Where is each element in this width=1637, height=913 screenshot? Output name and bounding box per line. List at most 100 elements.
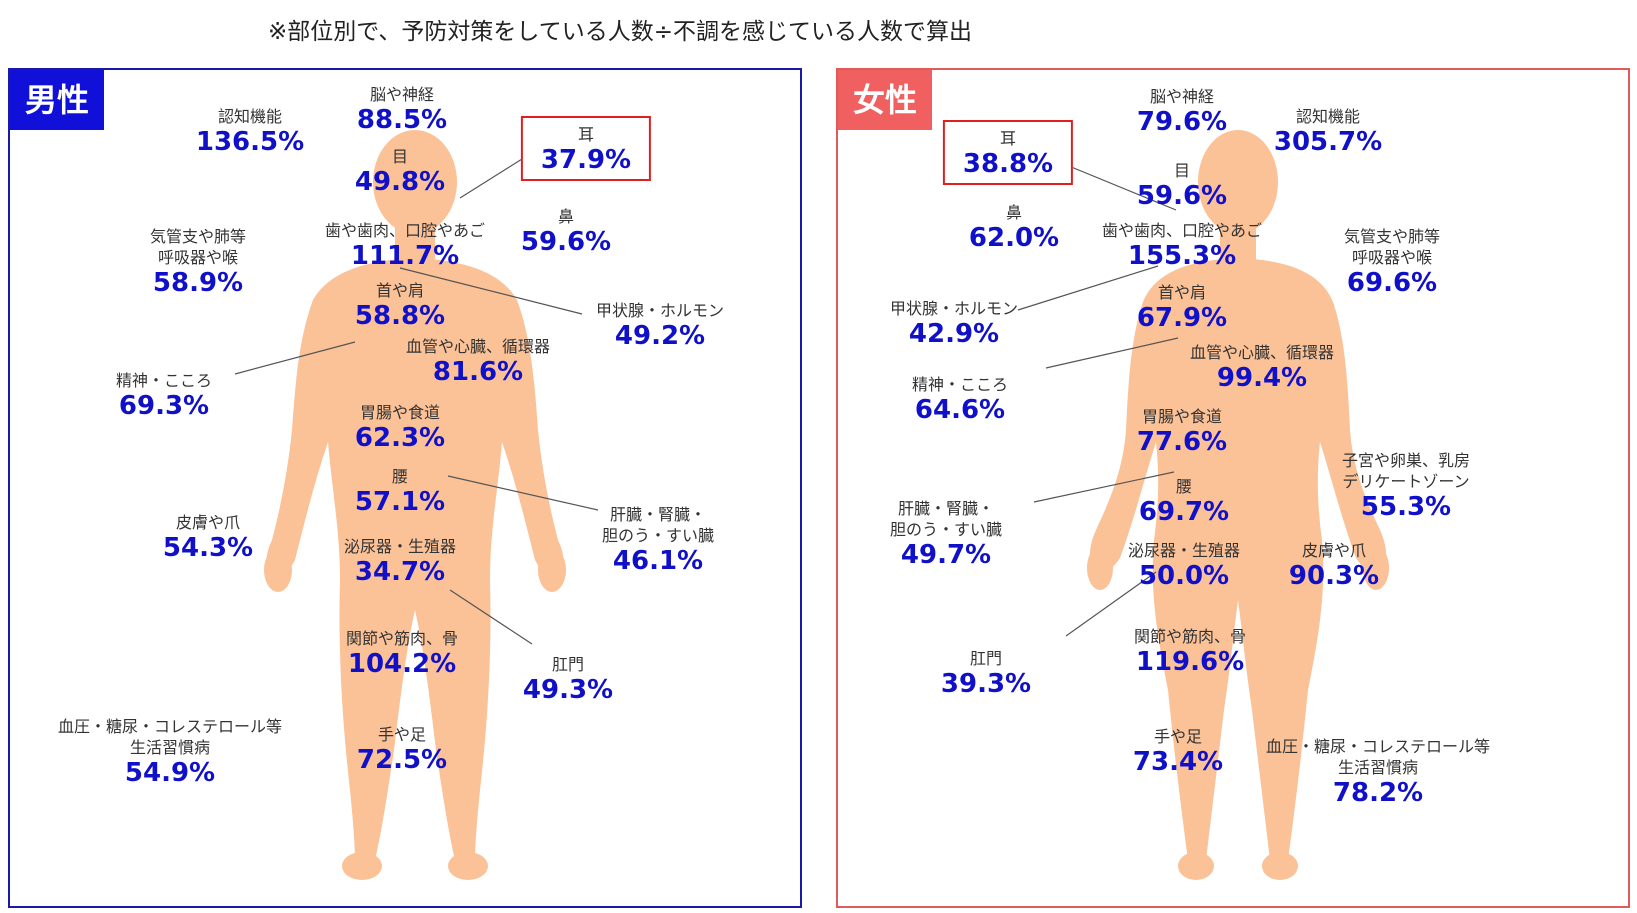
female-part-value: 55.3% (1360, 492, 1452, 522)
male-part-label: 生活習慣病 (129, 738, 211, 757)
female-part-13: 腰 69.7% (1139, 476, 1229, 527)
male-part-15: 泌尿器・生殖器 34.7% (344, 536, 456, 587)
female-part-label: 皮膚や爪 (1301, 541, 1367, 560)
female-part-value: 99.4% (1216, 363, 1308, 393)
male-part-value: 49.3% (522, 675, 614, 705)
female-part-value: 39.3% (940, 669, 1032, 699)
female-part-14: 肝臓・腎臓・ 胆のう・すい臓 49.7% (890, 498, 1002, 570)
male-part-label: 腰 (391, 467, 409, 486)
male-part-value: 58.9% (152, 268, 244, 298)
female-part-7: 甲状腺・ホルモン 42.9% (890, 298, 1018, 349)
female-part-label: 気管支や肺等 (1343, 227, 1441, 246)
female-part-label: 血圧・糖尿・コレステロール等 (1265, 737, 1491, 756)
female-part-value: 90.3% (1288, 561, 1380, 591)
male-part-13: 肝臓・腎臓・ 胆のう・すい臓 46.1% (602, 504, 714, 576)
male-part-value: 62.3% (354, 423, 446, 453)
female-part-0: 脳や神経 79.6% (1137, 86, 1227, 137)
female-part-9: 血管や心臓、循環器 99.4% (1190, 342, 1334, 393)
female-part-label: 生活習慣病 (1337, 758, 1419, 777)
female-part-label: 呼吸器や喉 (1351, 248, 1433, 267)
female-part-value: 50.0% (1138, 561, 1230, 591)
female-body-silhouette (1087, 130, 1389, 880)
female-part-label: 手や足 (1153, 727, 1203, 746)
male-part-14: 皮膚や爪 54.3% (163, 512, 253, 563)
male-part-7: 首や肩 58.8% (355, 280, 445, 331)
female-part-16: 皮膚や爪 90.3% (1289, 540, 1379, 591)
male-part-value: 72.5% (356, 745, 448, 775)
male-part-label: 気管支や肺等 (149, 227, 247, 246)
female-part-value: 62.0% (968, 223, 1060, 253)
male-part-18: 血圧・糖尿・コレステロール等 生活習慣病 54.9% (58, 716, 282, 788)
female-tag: 女性 (838, 70, 932, 130)
male-part-label: 肛門 (551, 655, 585, 674)
male-part-label: 精神・こころ (115, 371, 213, 390)
female-part-label: 精神・こころ (911, 375, 1009, 394)
male-part-label: 胃腸や食道 (359, 403, 441, 422)
female-part-15: 泌尿器・生殖器 50.0% (1128, 540, 1240, 591)
female-part-label: 認知機能 (1295, 107, 1361, 126)
female-part-label: 甲状腺・ホルモン (889, 299, 1019, 318)
calculation-note: ※部位別で、予防対策をしている人数÷不調を感じている人数で算出 (268, 19, 972, 45)
male-part-value: 34.7% (354, 557, 446, 587)
female-part-label: 脳や神経 (1149, 87, 1215, 106)
female-part-label: 腰 (1175, 477, 1193, 496)
male-panel: 男性 脳や神経 88.5% 認知機能 136.5% 耳 37.9% 目 49.8% 鼻 59.6%… (8, 68, 802, 908)
male-part-label: 目 (391, 147, 409, 166)
female-part-label: 肛門 (969, 649, 1003, 668)
male-part-value: 88.5% (356, 105, 448, 135)
male-part-12: 腰 57.1% (355, 466, 445, 517)
female-part-19: 手や足 73.4% (1133, 726, 1223, 777)
female-part-value: 59.6% (1136, 181, 1228, 211)
male-part-label: 血管や心臓、循環器 (405, 337, 551, 356)
female-part-10: 精神・こころ 64.6% (912, 374, 1008, 425)
male-part-label: 耳 (577, 125, 595, 144)
male-part-0: 脳や神経 88.5% (357, 84, 447, 135)
male-part-label: 首や肩 (375, 281, 425, 300)
male-part-label: 肝臓・腎臓・ (609, 505, 707, 524)
female-part-value: 69.6% (1346, 268, 1438, 298)
male-part-8: 甲状腺・ホルモン 49.2% (596, 300, 724, 351)
male-part-value: 69.3% (118, 391, 210, 421)
male-body-silhouette (264, 130, 566, 880)
male-part-10: 精神・こころ 69.3% (116, 370, 212, 421)
female-part-17: 関節や筋肉、骨 119.6% (1134, 626, 1246, 677)
male-part-label: 血圧・糖尿・コレステロール等 (57, 717, 283, 736)
male-part-label: 泌尿器・生殖器 (343, 537, 457, 556)
male-part-value: 49.8% (354, 167, 446, 197)
male-part-value: 58.8% (354, 301, 446, 331)
female-part-value: 42.9% (908, 319, 1000, 349)
female-part-18: 肛門 39.3% (941, 648, 1031, 699)
male-part-value: 57.1% (354, 487, 446, 517)
male-tag: 男性 (10, 70, 104, 130)
male-part-label: 胆のう・すい臓 (601, 526, 715, 545)
female-part-5: 歯や歯肉、口腔やあご 155.3% (1102, 220, 1262, 271)
female-part-value: 155.3% (1127, 241, 1237, 271)
female-part-6: 気管支や肺等 呼吸器や喉 69.6% (1344, 226, 1440, 298)
male-part-11: 胃腸や食道 62.3% (355, 402, 445, 453)
male-part-label: 関節や筋肉、骨 (345, 629, 459, 648)
male-part-label: 甲状腺・ホルモン (595, 301, 725, 320)
female-part-label: 関節や筋肉、骨 (1133, 627, 1247, 646)
female-part-4: 鼻 62.0% (969, 202, 1059, 253)
male-part-5: 気管支や肺等 呼吸器や喉 58.9% (150, 226, 246, 298)
male-part-value: 136.5% (195, 127, 305, 157)
male-part-label: 呼吸器や喉 (157, 248, 239, 267)
female-part-12: 子宮や卵巣、乳房 デリケートゾーン 55.3% (1342, 450, 1470, 522)
male-part-label: 認知機能 (217, 107, 283, 126)
female-part-1: 認知機能 305.7% (1274, 106, 1382, 157)
male-part-19: 手や足 72.5% (357, 724, 447, 775)
female-part-value: 79.6% (1136, 107, 1228, 137)
male-part-9: 血管や心臓、循環器 81.6% (406, 336, 550, 387)
male-part-1: 認知機能 136.5% (196, 106, 304, 157)
female-part-label: デリケートゾーン (1342, 472, 1470, 491)
male-part-label: 手や足 (377, 725, 427, 744)
female-panel: 女性 脳や神経 79.6% 認知機能 305.7% 耳 38.8% 目 59.6% 鼻 62.0%… (836, 68, 1630, 908)
male-part-label: 歯や歯肉、口腔やあご (324, 221, 486, 240)
female-part-value: 73.4% (1132, 747, 1224, 777)
female-part-value: 77.6% (1136, 427, 1228, 457)
male-part-value: 49.2% (614, 321, 706, 351)
female-part-label: 胃腸や食道 (1141, 407, 1223, 426)
male-part-value: 59.6% (520, 227, 612, 257)
male-part-value: 54.9% (124, 758, 216, 788)
female-part-label: 首や肩 (1157, 283, 1207, 302)
